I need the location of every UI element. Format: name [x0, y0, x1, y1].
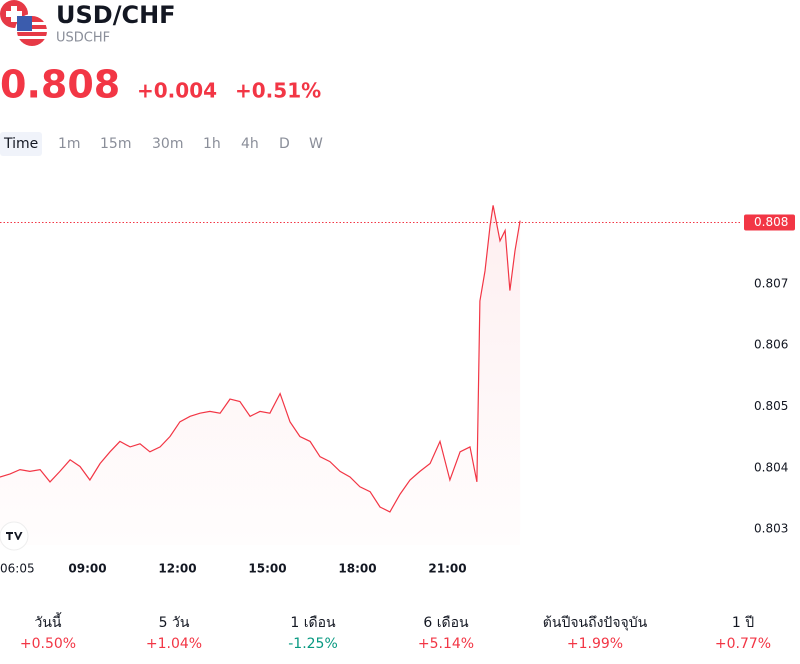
interval-button[interactable]: D: [279, 136, 290, 152]
y-tick-label: 0.806: [754, 338, 788, 352]
period-change: +1.99%: [567, 636, 623, 652]
y-tick-label: 0.805: [754, 399, 788, 413]
logo: [0, 521, 29, 551]
x-tick-label: 09:00: [68, 562, 106, 576]
change: +0.004: [137, 79, 217, 103]
period-change: +1.04%: [146, 636, 202, 652]
y-tick-label: 0.804: [754, 460, 788, 474]
x-tick-label: 18:00: [338, 562, 376, 576]
interval-button[interactable]: W: [309, 136, 323, 152]
interval-button[interactable]: 15m: [100, 136, 131, 152]
interval-button[interactable]: 30m: [152, 136, 183, 152]
area: [0, 205, 521, 545]
plot: 0.803 0.804 0.805 0.806 0.807 06:05 09:00 12:00…: [0, 205, 795, 576]
performance-row: วันนี้ +0.50% 5 วัน +1.04% 1 เดือน -1.25% 6 เด…: [20, 612, 771, 652]
interval-button[interactable]: 4h: [241, 136, 259, 152]
ticker: USDCHF: [56, 31, 110, 46]
change-pct: +0.51%: [235, 79, 321, 103]
period-label[interactable]: 1 เดือน: [290, 615, 336, 631]
price: 0.808: [0, 63, 120, 107]
interval-active-bg: [0, 132, 42, 156]
interval-button[interactable]: Time: [3, 136, 38, 152]
symbol: USD/CHF: [56, 1, 176, 29]
period-change: -1.25%: [288, 636, 338, 652]
period-label[interactable]: 1 ปี: [732, 615, 754, 631]
y-tick-label: 0.803: [754, 522, 788, 536]
interval-button[interactable]: 1h: [203, 136, 221, 152]
price-label: 0.808: [754, 215, 788, 229]
x-tick-label: 12:00: [158, 562, 196, 576]
period-change: +0.50%: [20, 636, 76, 652]
x-tick-label: 06:05: [0, 562, 35, 576]
period-change: +0.77%: [715, 636, 771, 652]
y-tick-label: 0.807: [754, 276, 788, 290]
period-change: +5.14%: [418, 636, 474, 652]
flags: [0, 0, 49, 48]
price-label-bg: [744, 214, 795, 231]
period-label[interactable]: ต้นปีจนถึงปัจจุบัน: [543, 615, 648, 631]
x-tick-label: 21:00: [428, 562, 466, 576]
interval-bar: Time 1m 15m 30m 1h 4h D W: [0, 132, 323, 156]
interval-button[interactable]: 1m: [58, 136, 81, 152]
period-label[interactable]: วันนี้: [34, 612, 62, 631]
line: [0, 205, 521, 513]
period-label[interactable]: 5 วัน: [159, 615, 190, 631]
period-label[interactable]: 6 เดือน: [423, 615, 469, 631]
x-tick-label: 15:00: [248, 562, 286, 576]
